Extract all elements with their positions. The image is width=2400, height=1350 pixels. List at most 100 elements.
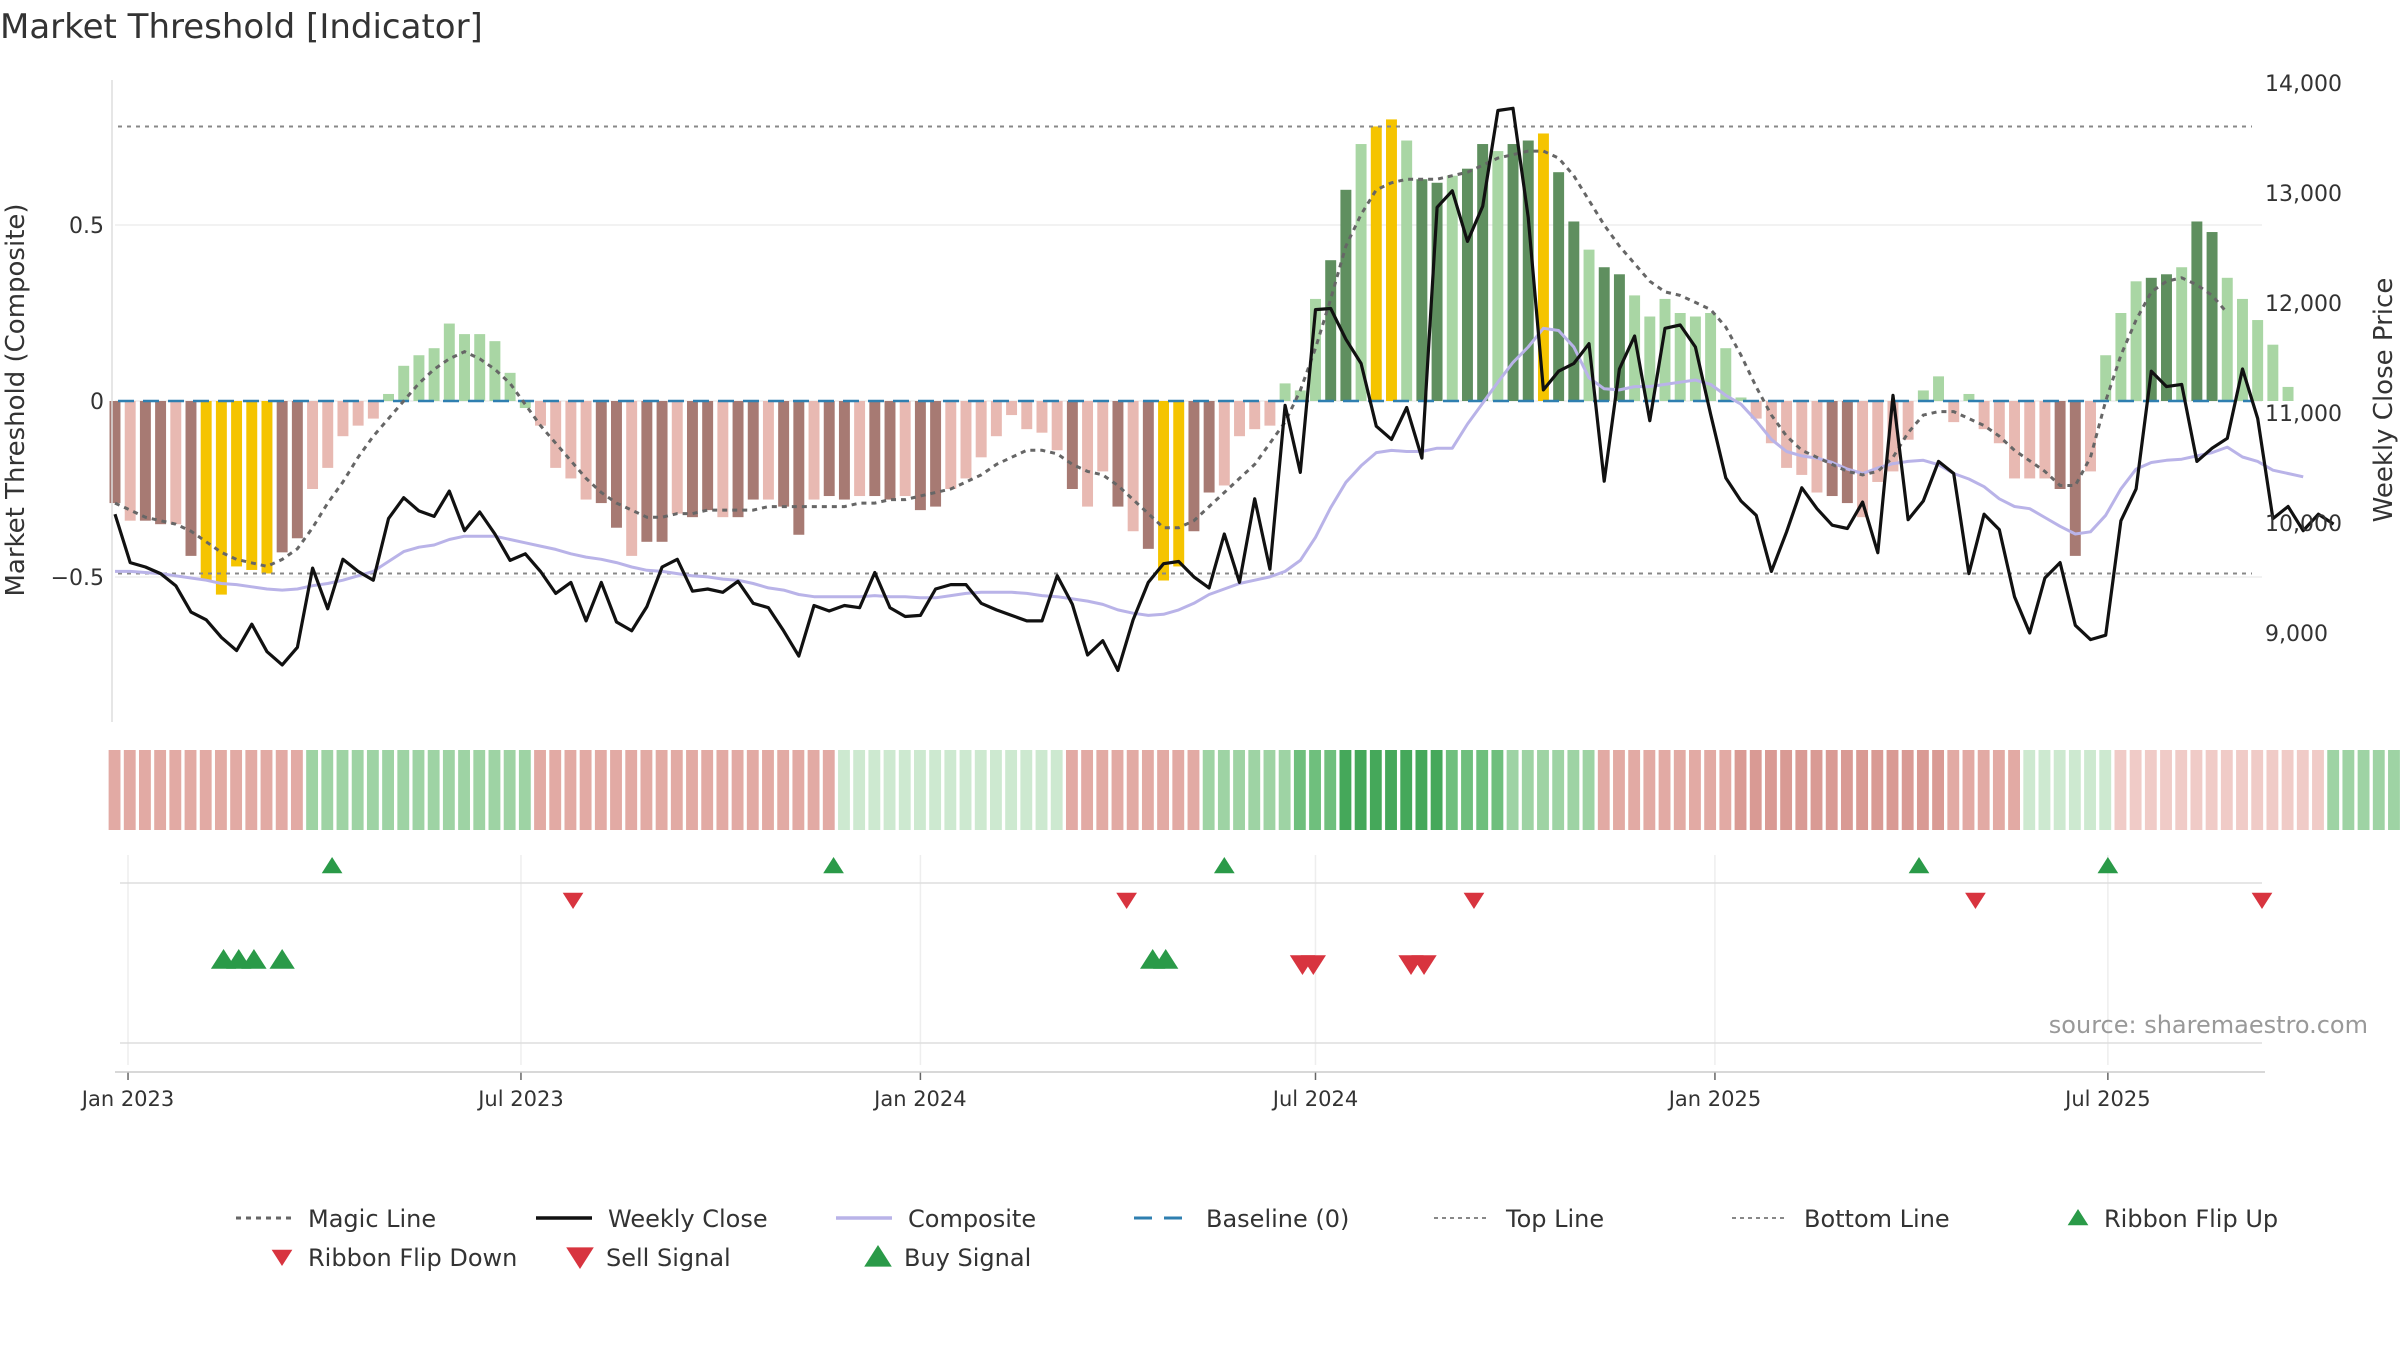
legend-item: Composite <box>836 1205 1036 1233</box>
ribbon-cell <box>2312 750 2324 830</box>
composite-bar <box>2100 355 2112 401</box>
ribbon-cell <box>2175 750 2188 830</box>
ribbon-cell <box>883 750 896 830</box>
composite-bar <box>1158 401 1170 581</box>
ribbon-cell <box>1977 750 1990 830</box>
ribbon-cell <box>2296 750 2309 830</box>
ribbon-flip-up-marker <box>321 857 343 874</box>
legend-label: Buy Signal <box>904 1244 1031 1272</box>
ribbon-cell <box>1005 750 1018 830</box>
composite-bar <box>1735 397 1747 401</box>
ribbon-cell <box>838 750 850 830</box>
composite-bar <box>1568 221 1580 401</box>
ribbon-cell <box>488 750 501 830</box>
ribbon-cell <box>959 750 972 830</box>
composite-bar <box>124 401 136 521</box>
composite-bar <box>1097 401 1109 472</box>
composite-bar <box>838 401 850 500</box>
ribbon-cell <box>1400 750 1413 830</box>
composite-bar <box>1082 401 1094 507</box>
legend-label: Baseline (0) <box>1206 1205 1349 1233</box>
ribbon-cell <box>1445 750 1458 830</box>
ribbon-cell <box>670 750 683 830</box>
composite-bar <box>595 401 607 504</box>
trend-ribbon <box>108 750 2400 830</box>
ribbon-cell <box>2190 750 2203 830</box>
ribbon-cell <box>397 750 410 830</box>
composite-bar <box>1051 401 1063 451</box>
ribbon-cell <box>154 750 167 830</box>
legend-item: Weekly Close <box>536 1205 768 1233</box>
ribbon-cell <box>1628 750 1641 830</box>
composite-bar <box>990 401 1002 437</box>
y-tick-label-right: 9,000 <box>2265 622 2328 647</box>
composite-bar <box>1796 401 1808 475</box>
axes: 0.5 0 −0.5 14,000 13,000 12,000 11,000 10,000 9,… <box>51 72 2342 1111</box>
composite-bar <box>1279 383 1291 401</box>
ribbon-cell <box>1780 750 1793 830</box>
y-tick-label-left: −0.5 <box>51 566 104 591</box>
ribbon-cell <box>1111 750 1124 830</box>
composite-bar <box>1142 401 1154 549</box>
ribbon-cell <box>1278 750 1291 830</box>
composite-bar <box>550 401 562 468</box>
composite-bar <box>307 401 319 489</box>
ribbon-cell <box>2388 750 2400 830</box>
ribbon-cell <box>549 750 562 830</box>
ribbon-cell <box>518 750 531 830</box>
ribbon-cell <box>1597 750 1610 830</box>
ribbon-cell <box>2084 750 2096 830</box>
composite-bar <box>975 401 987 458</box>
x-tick-label: Jan 2025 <box>1667 1087 1762 1111</box>
composite-bar <box>474 334 486 401</box>
ribbon-cell <box>321 750 334 830</box>
composite-bar <box>443 323 455 401</box>
ribbon-cell <box>1552 750 1565 830</box>
composite-bar <box>535 401 546 426</box>
composite-bar <box>2282 386 2294 401</box>
composite-bar <box>109 401 121 504</box>
composite-bar <box>1006 401 1018 416</box>
ribbon-cell <box>2144 750 2157 830</box>
ribbon-cell <box>1582 750 1595 830</box>
composite-bar <box>139 401 151 521</box>
composite-bar <box>489 341 501 401</box>
ribbon-cell <box>822 750 835 830</box>
ribbon-cell <box>1172 750 1185 830</box>
composite-bar <box>1598 267 1610 401</box>
ribbon-cell <box>351 750 364 830</box>
ribbon-cell <box>2281 750 2294 830</box>
ribbon-cell <box>1886 750 1899 830</box>
ribbon-cell <box>2251 750 2264 830</box>
composite-bar <box>231 401 243 567</box>
ribbon-cell <box>1354 750 1367 830</box>
composite-bar <box>1127 401 1139 532</box>
x-tick-label: Jul 2023 <box>476 1087 563 1111</box>
legend-label: Composite <box>908 1205 1036 1233</box>
composite-bar <box>170 401 182 525</box>
ribbon-cell <box>2357 750 2370 830</box>
ribbon-cell <box>914 750 926 830</box>
ribbon-cell <box>1324 750 1337 830</box>
ribbon-cell <box>199 750 212 830</box>
ribbon-cell <box>2160 750 2172 830</box>
composite-bar <box>702 401 714 511</box>
ribbon-cell <box>1856 750 1869 830</box>
composite-bar <box>1887 401 1899 472</box>
y-tick-label-right: 12,000 <box>2265 292 2342 317</box>
composite-bar <box>1386 119 1397 402</box>
legend-item: Buy Signal <box>864 1244 1031 1272</box>
composite-bar <box>930 401 942 507</box>
composite-bar <box>1583 249 1595 401</box>
x-tick-label: Jul 2025 <box>2063 1087 2150 1111</box>
ribbon-cell <box>2205 750 2218 830</box>
ribbon-cell <box>1385 750 1397 830</box>
composite-bar <box>1629 295 1641 401</box>
y-axis-label-left: Market Threshold (Composite) <box>1 203 31 596</box>
ribbon-cell <box>898 750 911 830</box>
y-tick-label-right: 10,000 <box>2265 512 2342 537</box>
composite-bar <box>1781 401 1793 468</box>
ribbon-cell <box>731 750 744 830</box>
ribbon-cell <box>2129 750 2142 830</box>
weekly-close-line <box>113 106 2335 673</box>
